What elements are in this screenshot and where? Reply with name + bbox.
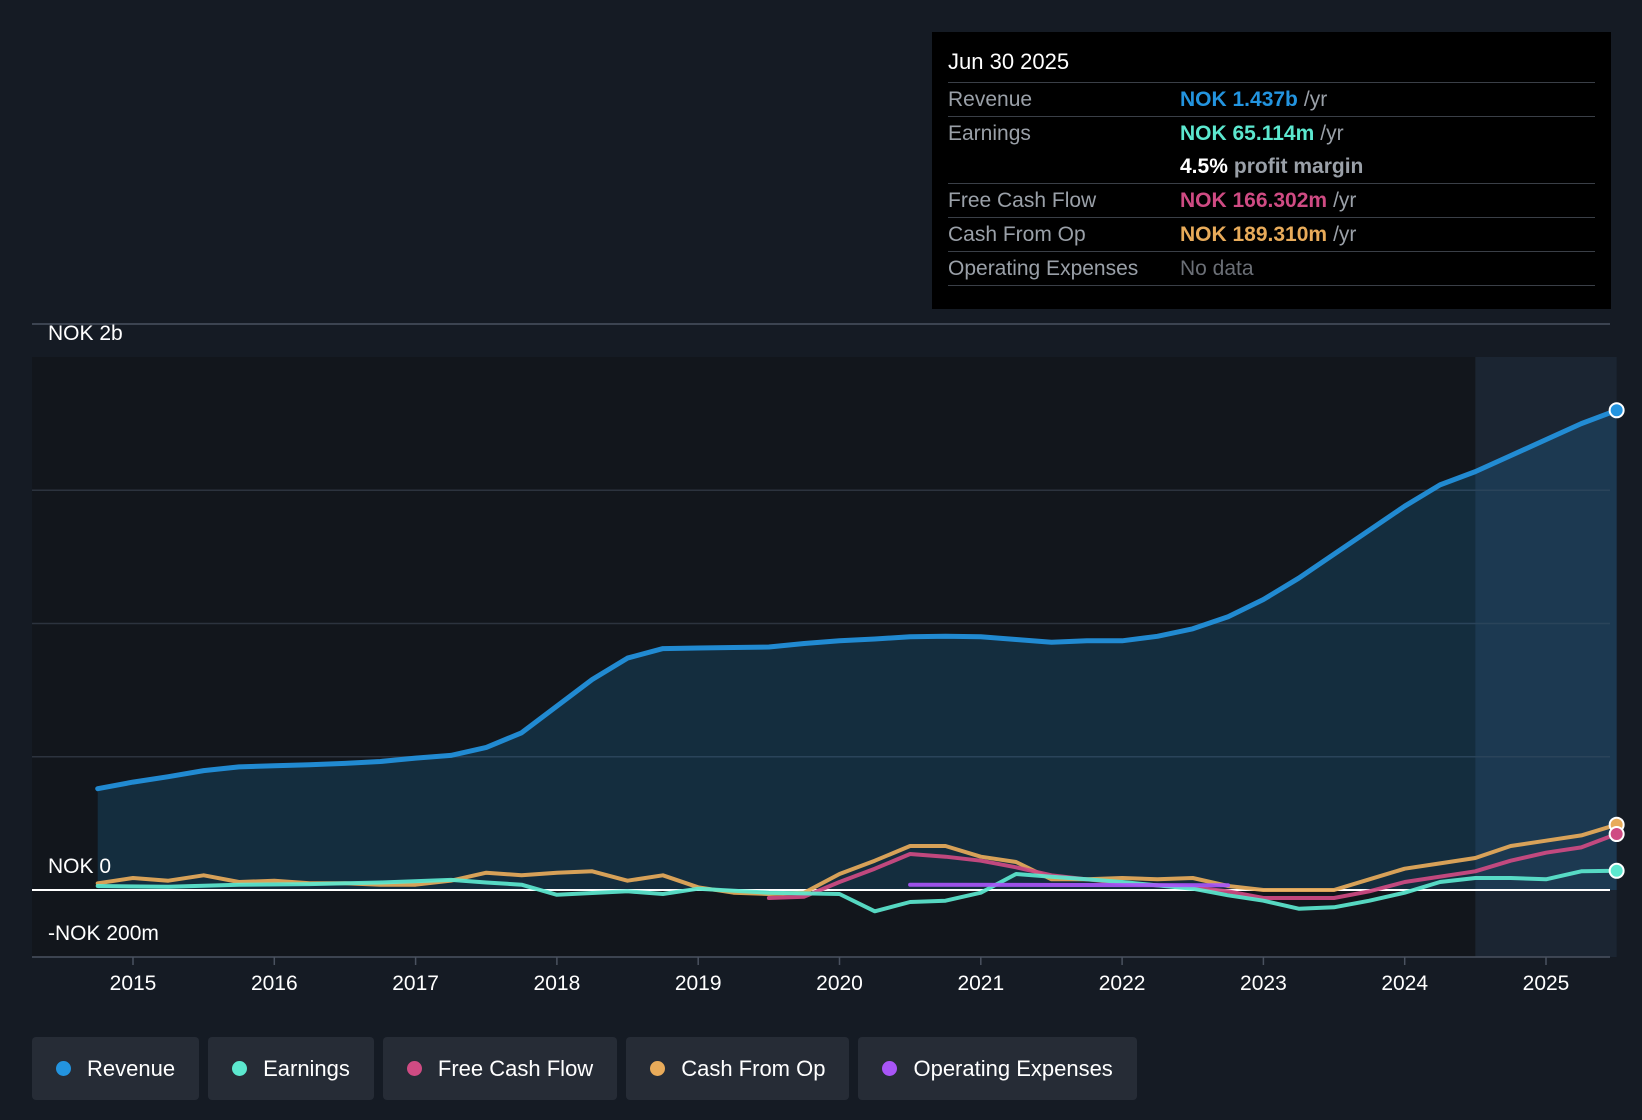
tooltip-earnings-value: NOK 65.114m	[1180, 122, 1315, 145]
x-tick-label: 2020	[816, 972, 863, 995]
legend-item-operating-expenses[interactable]: Operating Expenses	[858, 1037, 1137, 1100]
legend-label: Revenue	[87, 1055, 176, 1081]
tooltip-unit: /yr	[1333, 223, 1357, 246]
earnings-line	[95, 868, 1619, 914]
fcf-dot-icon	[406, 1061, 422, 1076]
tooltip-row-cfo: Cash From Op NOK 189.310m /yr	[948, 218, 1595, 252]
y-label-zero: NOK 0	[48, 855, 111, 878]
tooltip-row-revenue: Revenue NOK 1.437b /yr	[948, 83, 1595, 117]
tooltip-label: Earnings	[948, 122, 1031, 145]
x-tick-label: 2018	[534, 972, 581, 995]
revenue-area	[97, 410, 1617, 890]
x-tick-label: 2022	[1099, 972, 1146, 995]
tooltip-fcf-value: NOK 166.302m	[1180, 189, 1328, 212]
legend-label: Operating Expenses	[913, 1055, 1113, 1081]
x-tick-label: 2025	[1523, 972, 1570, 995]
tooltip-panel: Jun 30 2025 Revenue NOK 1.437b /yr Earni…	[932, 32, 1611, 309]
tooltip-margin-text: profit margin	[1233, 155, 1364, 178]
plot-background	[32, 357, 1610, 957]
x-tick-label: 2017	[392, 972, 439, 995]
tooltip-row-earnings: Earnings NOK 65.114m /yr	[948, 117, 1595, 150]
tooltip-row-margin: 4.5% profit margin	[948, 150, 1595, 184]
tooltip-row-fcf: Free Cash Flow NOK 166.302m /yr	[948, 184, 1595, 218]
series-layer	[32, 402, 1625, 914]
tooltip-label: Free Cash Flow	[948, 189, 1097, 212]
revenue-line	[95, 407, 1620, 792]
legend-item-cash-from-op[interactable]: Cash From Op	[626, 1037, 850, 1100]
x-tick-label: 2024	[1381, 972, 1428, 995]
tooltip-unit: /yr	[1320, 122, 1344, 145]
gridlines	[32, 323, 1610, 958]
x-axis: 2015 2016 2017 2018 2019 2020 2021 2022 2023 2024…	[110, 957, 1570, 995]
earnings-end-point[interactable]	[1608, 862, 1625, 879]
tooltip-margin-value: 4.5%	[1180, 155, 1228, 178]
legend-item-revenue[interactable]: Revenue	[32, 1037, 200, 1100]
x-tick-label: 2016	[251, 972, 298, 995]
x-tick-label: 2021	[957, 972, 1004, 995]
tooltip-unit: /yr	[1333, 189, 1357, 212]
tooltip-opex-value: No data	[1180, 257, 1254, 280]
tooltip-label: Operating Expenses	[948, 257, 1139, 280]
opex-dot-icon	[882, 1061, 898, 1076]
tooltip-label: Revenue	[948, 88, 1033, 111]
legend: Revenue Earnings Free Cash Flow Cash Fro…	[32, 1037, 1137, 1100]
legend-label: Free Cash Flow	[437, 1055, 594, 1081]
tooltip-unit: /yr	[1303, 88, 1328, 111]
tooltip-label: Cash From Op	[948, 223, 1086, 246]
tooltip-date: Jun 30 2025	[948, 46, 1595, 83]
tooltip-revenue-value: NOK 1.437b	[1180, 88, 1298, 111]
legend-item-earnings[interactable]: Earnings	[208, 1037, 374, 1100]
free-cash-flow-end-point[interactable]	[1608, 826, 1625, 843]
x-tick-label: 2019	[675, 972, 722, 995]
legend-label: Cash From Op	[681, 1055, 826, 1081]
revenue-dot-icon	[56, 1061, 71, 1076]
cfo-dot-icon	[650, 1061, 666, 1076]
operating-expenses-line	[908, 882, 1231, 888]
revenue-end-point[interactable]	[1608, 402, 1625, 419]
legend-item-free-cash-flow[interactable]: Free Cash Flow	[382, 1037, 618, 1100]
tooltip-cfo-value: NOK 189.310m	[1180, 223, 1328, 246]
legend-label: Earnings	[263, 1055, 350, 1081]
y-label-bottom: -NOK 200m	[48, 922, 159, 945]
x-tick-label: 2015	[110, 972, 157, 995]
earnings-dot-icon	[232, 1061, 248, 1076]
forecast-region	[1475, 357, 1617, 957]
tooltip-row-opex: Operating Expenses No data	[948, 252, 1595, 286]
x-tick-label: 2023	[1240, 972, 1287, 995]
y-label-top: NOK 2b	[48, 322, 123, 345]
